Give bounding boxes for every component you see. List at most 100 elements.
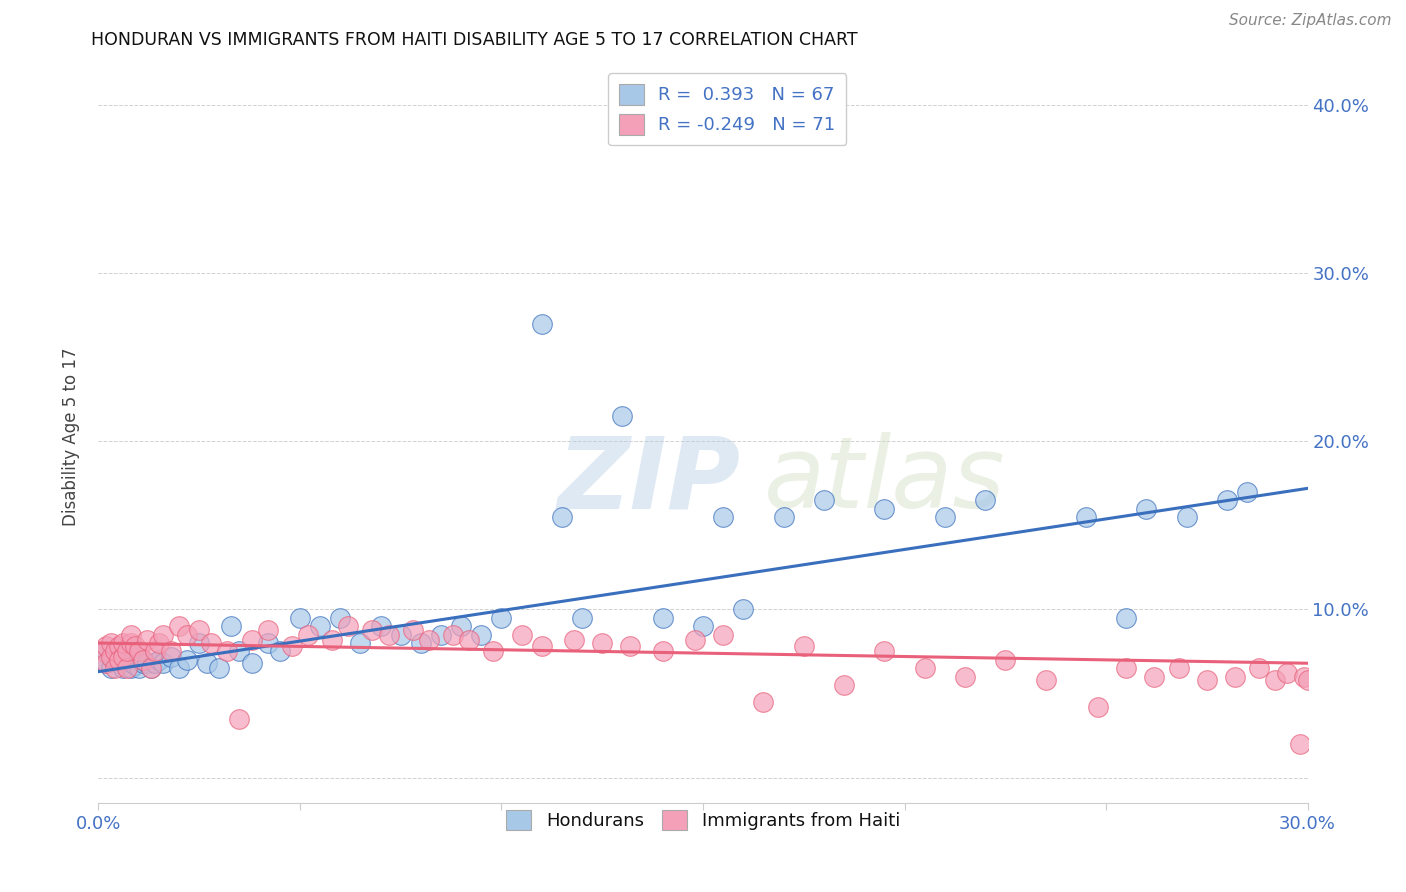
Point [176,627,198,641]
Point [1249,661,1271,675]
Point [1195,673,1218,687]
Point [120,661,142,675]
Point [152,657,174,671]
Point [1143,670,1166,684]
Point [107,648,129,662]
Text: HONDURAN VS IMMIGRANTS FROM HAITI DISABILITY AGE 5 TO 17 CORRELATION CHART: HONDURAN VS IMMIGRANTS FROM HAITI DISABI… [91,31,858,49]
Point [208,661,231,675]
Point [591,636,613,650]
Point [120,627,142,641]
Point [873,644,896,658]
Point [176,653,198,667]
Point [221,619,243,633]
Point [450,619,472,633]
Point [562,632,585,647]
Point [228,712,250,726]
Text: atlas: atlas [763,433,1005,530]
Point [139,661,162,675]
Point [914,661,936,675]
Point [115,661,138,675]
Point [510,627,533,641]
Point [111,655,134,669]
Point [100,649,122,664]
Point [96,640,118,654]
Point [551,510,574,524]
Point [111,661,134,675]
Point [167,619,190,633]
Point [530,317,553,331]
Point [994,653,1017,667]
Point [120,657,142,671]
Text: ZIP: ZIP [558,433,741,530]
Point [793,640,815,654]
Point [135,632,157,647]
Point [619,640,641,654]
Point [1288,737,1310,751]
Point [228,644,250,658]
Y-axis label: Disability Age 5 to 17: Disability Age 5 to 17 [62,348,80,526]
Point [96,657,118,671]
Point [409,636,432,650]
Point [103,644,125,658]
Point [152,627,174,641]
Point [1087,700,1109,714]
Point [103,646,125,660]
Point [128,661,150,675]
Point [103,653,125,667]
Point [128,644,150,658]
Point [96,657,118,671]
Point [148,653,170,667]
Point [107,640,129,654]
Point [269,644,291,658]
Point [441,627,464,641]
Point [115,649,138,664]
Point [1175,510,1198,524]
Point [115,644,138,658]
Point [974,493,997,508]
Point [1135,501,1157,516]
Point [139,661,162,675]
Point [1277,666,1299,681]
Point [349,636,371,650]
Point [361,623,384,637]
Point [1292,670,1315,684]
Point [128,649,150,664]
Point [288,611,311,625]
Point [281,640,304,654]
Point [143,657,166,671]
Point [256,636,278,650]
Point [1236,484,1258,499]
Point [337,619,360,633]
Point [458,632,481,647]
Point [111,649,134,664]
Point [491,611,513,625]
Point [200,636,222,650]
Point [91,644,114,658]
Point [100,661,122,675]
Point [188,623,211,637]
Point [934,510,956,524]
Point [733,602,755,616]
Point [132,653,155,667]
Point [111,636,134,650]
Point [217,644,239,658]
Point [188,636,211,650]
Point [120,636,142,650]
Point [482,644,505,658]
Point [571,611,593,625]
Point [143,644,166,658]
Point [100,636,122,650]
Point [240,632,263,647]
Point [402,623,425,637]
Point [389,627,412,641]
Point [100,649,122,664]
Point [148,636,170,650]
Point [240,657,263,671]
Point [329,611,352,625]
Point [470,627,492,641]
Point [256,623,278,637]
Point [1074,510,1097,524]
Point [195,657,218,671]
Point [530,640,553,654]
Point [107,653,129,667]
